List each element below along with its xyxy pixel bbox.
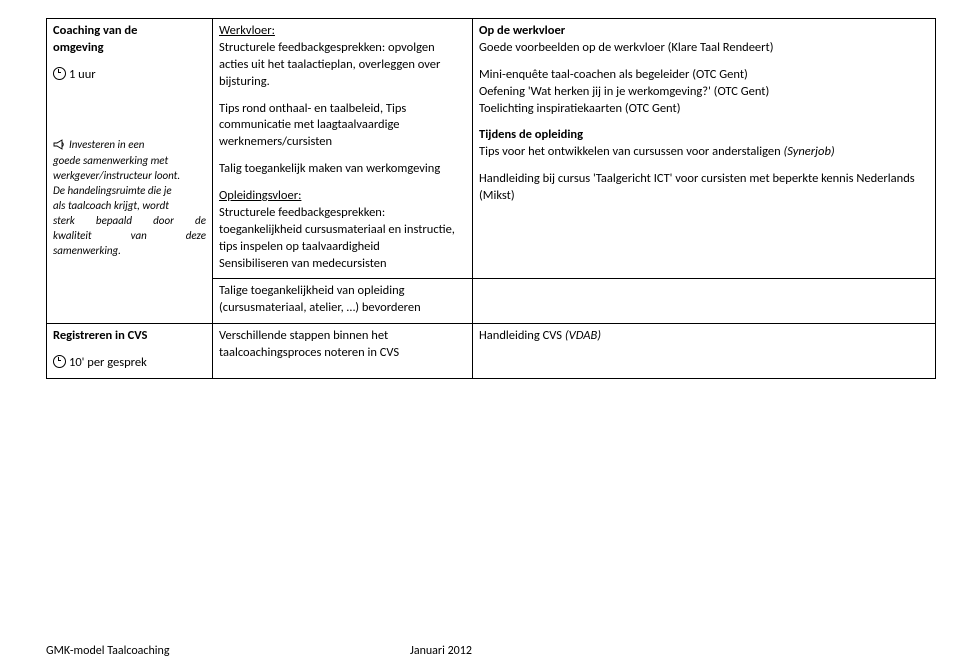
duration-text: 10' per gesprek [69, 355, 147, 370]
note-line: Investeren in een [69, 138, 144, 151]
paragraph: Talige toegankelijkheid van opleiding (c… [219, 283, 466, 317]
paragraph: Structurele feedbackgesprekken: opvolgen… [219, 40, 466, 91]
paragraph: Tips rond onthaal- en taalbeleid, Tips c… [219, 101, 466, 152]
note-line: werkgever/instructeur loont. [53, 169, 206, 184]
clock-icon [53, 355, 66, 368]
subheading: Tijdens de opleiding [479, 127, 929, 144]
note-block: Investeren in een goede samenwerking met… [53, 138, 206, 259]
page-footer: GMK-model Taalcoaching Januari 2012 [46, 644, 936, 658]
paragraph: Sensibiliseren van medecursisten [219, 256, 466, 273]
subheading: Werkvloer: [219, 23, 466, 40]
paragraph: Goede voorbeelden op de werkvloer (Klare… [479, 40, 929, 57]
cell-coaching-left: Coaching van de omgeving 1 uur Investere… [47, 19, 213, 324]
note-line: als taalcoach krijgt, wordt [53, 199, 206, 214]
footer-center: Januari 2012 [410, 644, 472, 658]
paragraph: Toelichting inspiratiekaarten (OTC Gent) [479, 101, 929, 118]
note-line: van [131, 229, 147, 244]
note-line: deze [186, 229, 206, 244]
note-line: samenwerking. [53, 244, 206, 259]
table-row: Registreren in CVS 10' per gesprek Versc… [47, 324, 936, 379]
megaphone-icon [53, 139, 65, 155]
cell-coaching-mid: Werkvloer: Structurele feedbackgesprekke… [213, 19, 473, 279]
cell-coaching-right: Op de werkvloer Goede voorbeelden op de … [473, 19, 936, 279]
clock-icon [53, 67, 66, 80]
cell-register-right: Handleiding CVS (VDAB) [473, 324, 936, 379]
footer-left: GMK-model Taalcoaching [46, 644, 366, 658]
subheading: Opleidingsvloer: [219, 188, 466, 205]
note-line: sterk [53, 214, 75, 229]
paragraph: Talig toegankelijk maken van werkomgevin… [219, 161, 466, 178]
paragraph: Structurele feedbackgesprekken: toeganke… [219, 205, 466, 256]
note-line: bepaald [96, 214, 132, 229]
page: Coaching van de omgeving 1 uur Investere… [0, 0, 960, 672]
paragraph: Tips voor het ontwikkelen van cursussen … [479, 144, 929, 161]
duration-text: 1 uur [69, 67, 96, 82]
cell-register-left: Registreren in CVS 10' per gesprek [47, 324, 213, 379]
content-table: Coaching van de omgeving 1 uur Investere… [46, 18, 936, 379]
note-line: goede samenwerking met [53, 154, 206, 169]
cell-title: Registreren in CVS [53, 328, 206, 345]
text-italic: (Synerjob) [783, 144, 834, 159]
text: Tips voor het ontwikkelen van cursussen … [479, 144, 783, 159]
paragraph: Verschillende stappen binnen het taalcoa… [219, 328, 466, 362]
cell-title-line: omgeving [53, 40, 206, 57]
paragraph: Mini-enquête taal-coachen als begeleider… [479, 67, 929, 84]
cell-register-mid: Verschillende stappen binnen het taalcoa… [213, 324, 473, 379]
note-line: De handelingsruimte die je [53, 184, 206, 199]
cell-title-line: Coaching van de [53, 23, 206, 40]
note-line: door [153, 214, 174, 229]
duration-line: 1 uur [53, 67, 206, 84]
note-line: kwaliteit [53, 229, 92, 244]
paragraph: Oefening 'Wat herken jij in je werkomgev… [479, 84, 929, 101]
duration-line: 10' per gesprek [53, 355, 206, 372]
text-italic: (VDAB) [565, 328, 601, 343]
text: Handleiding CVS [479, 328, 565, 343]
paragraph: Handleiding bij cursus 'Taalgericht ICT'… [479, 171, 929, 205]
table-row: Coaching van de omgeving 1 uur Investere… [47, 19, 936, 279]
subheading: Op de werkvloer [479, 23, 929, 40]
cell-accessibility-mid: Talige toegankelijkheid van opleiding (c… [213, 279, 473, 324]
note-line: de [195, 214, 206, 229]
cell-accessibility-right [473, 279, 936, 324]
